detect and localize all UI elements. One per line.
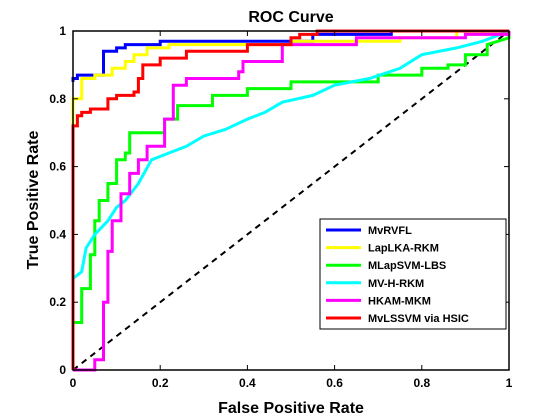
legend: MvRVFL LapLKA-RKM MLapSVM-LBS MV-H-RKM HKAM-…: [319, 218, 507, 330]
chart-title: ROC Curve: [248, 9, 333, 26]
x-tick-label: 1: [506, 376, 513, 390]
series-line-5: [71, 29, 509, 370]
y-tick-label: 0.6: [49, 160, 66, 174]
y-tick-label: 1: [59, 24, 66, 38]
series-line-3: [72, 29, 510, 280]
x-tick-label: 0.8: [413, 376, 430, 390]
legend-label-2: MLapSVM-LBS: [368, 260, 446, 272]
x-axis-label: False Positive Rate: [218, 400, 364, 417]
legend-box: [319, 218, 507, 330]
x-tick-label: 0.2: [152, 376, 169, 390]
legend-label-1: LapLKA-RKM: [368, 243, 439, 255]
series-line-0: [71, 29, 509, 82]
x-tick-label: 0.6: [326, 376, 343, 390]
legend-label-4: HKAM-MKM: [368, 295, 431, 307]
y-tick-label: 0.8: [49, 92, 66, 106]
y-tick-label: 0.4: [49, 227, 66, 241]
legend-label-5: MvLSSVM via HSIC: [368, 313, 469, 325]
series-line-4: [73, 31, 511, 372]
y-tick-label: 0.2: [49, 295, 66, 309]
legend-label-3: MV-H-RKM: [368, 278, 424, 290]
plot-frame: [72, 30, 510, 371]
diagonal-reference-line: [72, 30, 510, 371]
y-tick-label: 0: [59, 363, 66, 377]
x-tick-label: 0: [70, 376, 77, 390]
x-tick-label: 0.4: [239, 376, 256, 390]
legend-label-0: MvRVFL: [368, 225, 412, 237]
series-line-1: [71, 29, 509, 126]
series-line-2: [73, 31, 511, 324]
y-axis-label: True Positive Rate: [25, 131, 42, 270]
